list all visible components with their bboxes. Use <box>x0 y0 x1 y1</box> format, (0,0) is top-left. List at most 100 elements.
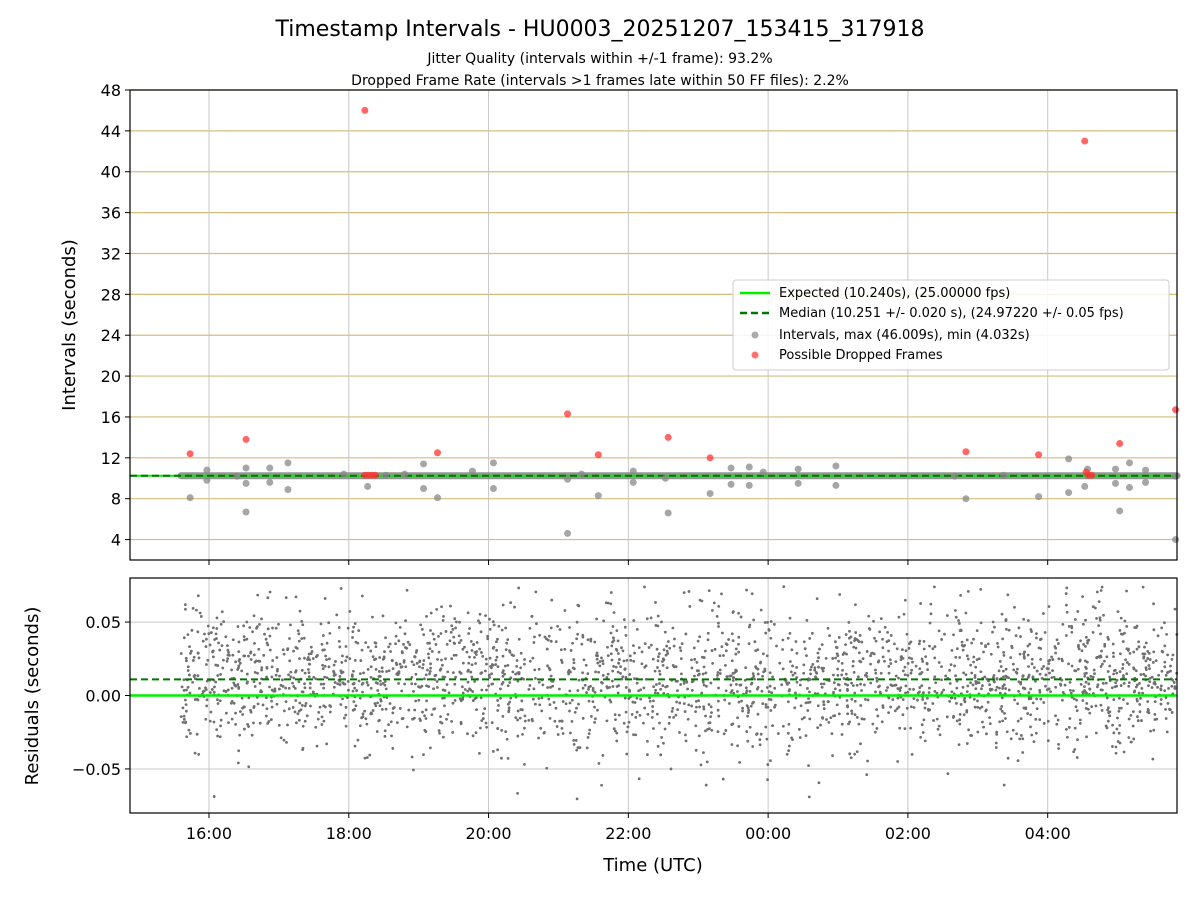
residual-point <box>716 673 719 677</box>
residual-point <box>658 672 662 676</box>
residual-point <box>378 704 382 708</box>
residual-point <box>858 634 862 637</box>
residual-point <box>221 666 225 670</box>
residual-point <box>638 713 642 717</box>
residual-point <box>311 657 315 660</box>
residual-point <box>1112 698 1116 701</box>
residual-point <box>734 647 738 651</box>
residual-point <box>894 683 898 687</box>
residual-point <box>478 621 482 625</box>
residual-point <box>715 615 719 618</box>
residual-point <box>1099 703 1103 707</box>
residual-point <box>246 722 250 726</box>
residual-point <box>850 709 854 713</box>
residual-point <box>736 716 739 720</box>
residual-point <box>547 697 551 701</box>
residual-point <box>344 659 348 663</box>
residual-point <box>182 636 186 640</box>
residual-point <box>425 614 428 618</box>
residual-point <box>862 683 866 687</box>
residual-point <box>662 741 665 745</box>
residual-point <box>661 664 665 667</box>
residual-point <box>519 666 523 670</box>
residual-point <box>793 706 797 710</box>
residual-point <box>216 674 220 677</box>
residual-point <box>1069 691 1073 695</box>
residual-point <box>840 661 844 665</box>
residual-point <box>788 660 792 663</box>
residual-point <box>622 618 626 622</box>
residual-point <box>817 665 820 669</box>
residual-point <box>802 671 806 675</box>
residual-point <box>646 753 649 756</box>
interval-point <box>1142 478 1150 486</box>
residual-point <box>840 673 844 677</box>
residual-point <box>570 698 574 702</box>
residual-point <box>827 721 831 724</box>
dropped-frame-point <box>1035 451 1043 459</box>
residual-point <box>373 702 377 705</box>
residual-point <box>534 702 537 706</box>
dropped-frame-point <box>962 448 970 456</box>
residual-point <box>447 691 451 695</box>
residual-point <box>268 648 272 652</box>
residual-point <box>820 685 824 689</box>
residual-point <box>787 744 791 748</box>
residual-point <box>364 717 368 721</box>
residual-point <box>581 716 585 720</box>
residual-point <box>327 621 331 625</box>
residual-point <box>466 689 470 693</box>
residual-point <box>634 715 638 719</box>
residual-point <box>1078 721 1082 725</box>
residual-point <box>252 680 256 684</box>
residual-point <box>617 662 621 665</box>
legend-box <box>732 279 1170 371</box>
residual-point <box>196 594 200 598</box>
residual-point <box>351 636 354 639</box>
residual-point <box>339 703 343 706</box>
residual-point <box>437 650 441 654</box>
residual-point <box>415 661 419 665</box>
residual-point <box>369 649 373 653</box>
residual-point <box>1043 631 1047 634</box>
residual-point <box>545 637 548 641</box>
residual-point <box>1057 742 1060 746</box>
residual-point <box>881 655 885 659</box>
residual-point <box>374 667 378 671</box>
residual-point <box>1125 661 1129 664</box>
residual-point <box>258 622 261 626</box>
residual-point <box>692 646 696 650</box>
residual-point <box>297 680 301 684</box>
residual-point <box>569 649 573 652</box>
interval-point <box>203 476 211 484</box>
intervals-y-tick-label: 32 <box>101 244 121 263</box>
residual-point <box>955 701 958 705</box>
residual-point <box>600 656 603 660</box>
residual-point <box>514 672 518 676</box>
residual-point <box>995 730 999 734</box>
residual-point <box>981 720 984 724</box>
residual-point <box>442 614 445 618</box>
residual-point <box>883 625 887 629</box>
residual-point <box>769 636 773 640</box>
residual-point <box>593 720 596 724</box>
residual-point <box>875 679 879 683</box>
residual-point <box>556 733 560 736</box>
residual-point <box>981 684 984 687</box>
residual-point <box>765 686 769 689</box>
residual-point <box>867 627 871 630</box>
residual-point <box>188 645 191 649</box>
residual-point <box>545 766 549 770</box>
interval-point <box>1081 482 1089 490</box>
residual-point <box>516 679 520 683</box>
residual-point <box>1015 671 1019 675</box>
residual-point <box>593 717 597 721</box>
residual-point <box>284 596 288 600</box>
residual-point <box>979 587 983 591</box>
residual-point <box>509 696 513 700</box>
residual-point <box>1118 696 1121 700</box>
residual-point <box>889 705 893 709</box>
residual-point <box>287 673 290 677</box>
residual-point <box>921 698 925 701</box>
residual-point <box>300 620 304 623</box>
